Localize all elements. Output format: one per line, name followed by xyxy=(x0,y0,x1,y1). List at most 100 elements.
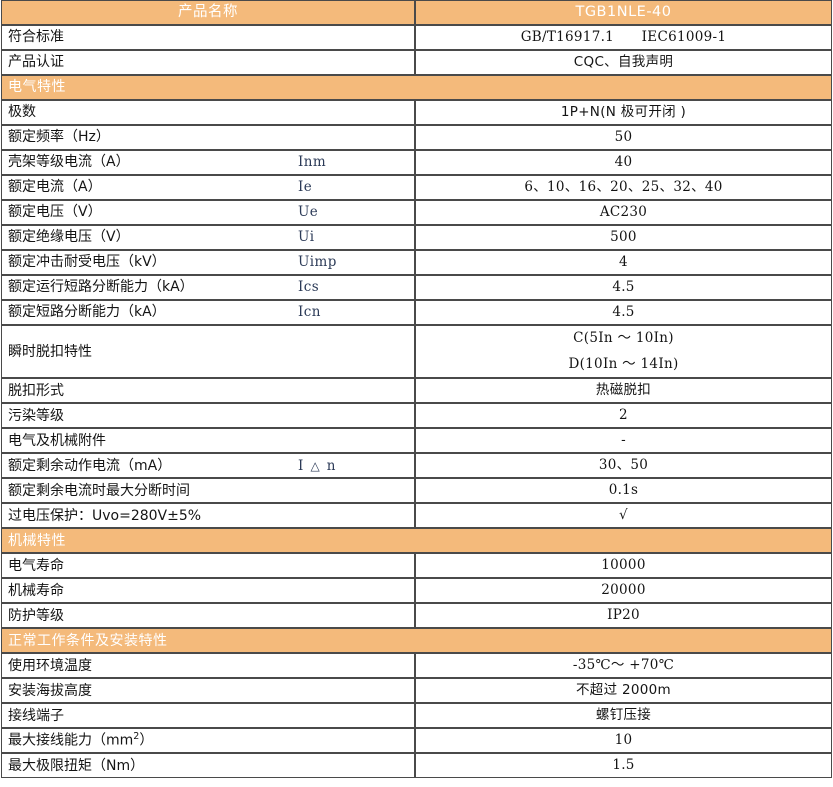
row-label-text: 额定剩余电流时最大分断时间 xyxy=(8,482,190,499)
row-value-cell: 40 xyxy=(415,150,832,175)
row-label-cell: 额定绝缘电压（V） Ui xyxy=(1,225,415,250)
row-value-multiline: C(5In ～ 10In) D(10In ～ 14In) xyxy=(422,326,825,377)
row-value-cell: 0.1s xyxy=(415,478,832,504)
row-label-cell: 使用环境温度 xyxy=(1,653,415,679)
row-label-text: 额定绝缘电压（V） xyxy=(8,229,130,246)
row-value-text: 不超过 2000m xyxy=(576,682,671,699)
table-row: 最大接线能力（mm2） 10 xyxy=(1,728,832,754)
table-row: 额定短路分断能力（kA） Icn 4.5 xyxy=(1,300,832,325)
row-label-text: 防护等级 xyxy=(8,607,64,624)
header-product-model: TGB1NLE-40 xyxy=(415,0,832,25)
row-label-cell: 最大接线能力（mm2） xyxy=(1,728,415,754)
row-label-cell: 额定剩余电流时最大分断时间 xyxy=(1,478,415,504)
row-label-cell: 极数 xyxy=(1,100,415,125)
table-row: 瞬时脱扣特性 C(5In ～ 10In) D(10In ～ 14In) xyxy=(1,325,832,379)
row-symbol-text: Ics xyxy=(298,279,320,296)
row-value-text: √ xyxy=(619,507,628,524)
row-label-cell: 电气寿命 xyxy=(1,553,415,579)
section-title: 正常工作条件及安装特性 xyxy=(1,628,832,654)
row-value-text: 30、50 xyxy=(598,457,649,474)
table-row: 过电压保护：Uvo=280V±5% √ xyxy=(1,503,832,529)
row-value-cell: -35℃～ +70℃ xyxy=(415,653,832,679)
row-value-cell: 2 xyxy=(415,403,832,429)
row-label-text: 过电压保护：Uvo=280V±5% xyxy=(8,507,202,524)
table-row: 额定频率（Hz） 50 xyxy=(1,125,832,150)
row-label-cell: 脱扣形式 xyxy=(1,378,415,404)
header-product-name-label: 产品名称 xyxy=(1,0,415,25)
table-row: 额定运行短路分断能力（kA） Ics 4.5 xyxy=(1,275,832,300)
section-title: 电气特性 xyxy=(1,75,832,100)
row-value-text: 500 xyxy=(610,228,637,245)
row-label-text: 机械寿命 xyxy=(8,582,64,599)
row-value-cell: - xyxy=(415,428,832,454)
row-value-text: 4.5 xyxy=(612,303,635,320)
row-label-cell: 防护等级 xyxy=(1,603,415,629)
row-value-cell: 4 xyxy=(415,250,832,275)
row-value-text: 2 xyxy=(619,407,628,424)
row-value-text: - xyxy=(621,432,626,449)
row-value-cell: 不超过 2000m xyxy=(415,678,832,704)
table-row: 额定绝缘电压（V） Ui 500 xyxy=(1,225,832,250)
row-label-text: 电气寿命 xyxy=(8,557,64,574)
row-value-cell: 10000 xyxy=(415,553,832,579)
row-label-cell: 产品认证 xyxy=(1,50,415,75)
row-value-cell: 30、50 xyxy=(415,453,832,479)
row-label-text: 产品认证 xyxy=(8,54,64,71)
row-value-cell: GB/T16917.1 IEC61009-1 xyxy=(415,25,832,50)
row-value-text: 4 xyxy=(619,253,628,270)
row-label-text: 额定冲击耐受电压（kV） xyxy=(8,254,166,271)
row-label-cell: 机械寿命 xyxy=(1,578,415,604)
row-symbol-text: Ui xyxy=(298,229,315,246)
row-value-cell: IP20 xyxy=(415,603,832,629)
row-label-text: 额定电流（A） xyxy=(8,179,102,196)
row-label-text: 额定频率（Hz） xyxy=(8,129,110,146)
row-label-cell: 额定运行短路分断能力（kA） Ics xyxy=(1,275,415,300)
row-label-cell: 额定冲击耐受电压（kV） Uimp xyxy=(1,250,415,275)
table-header-row: 产品名称 TGB1NLE-40 xyxy=(1,0,832,25)
row-value-cell: 6、10、16、20、25、32、40 xyxy=(415,175,832,200)
row-label-text: 壳架等级电流（A） xyxy=(8,154,130,171)
row-value-cell: 1.5 xyxy=(415,753,832,779)
row-value-text: 1P+N(N 极可开闭 ) xyxy=(560,103,687,120)
table-row: 额定电流（A） Ie 6、10、16、20、25、32、40 xyxy=(1,175,832,200)
row-value-text: GB/T16917.1 IEC61009-1 xyxy=(520,28,727,45)
table-row: 使用环境温度 -35℃～ +70℃ xyxy=(1,653,832,679)
row-label-text: 安装海拔高度 xyxy=(8,682,92,699)
row-value-cell: 热磁脱扣 xyxy=(415,378,832,404)
table-row: 额定剩余电流时最大分断时间 0.1s xyxy=(1,478,832,504)
row-value-cell: 20000 xyxy=(415,578,832,604)
table-row: 电气及机械附件 - xyxy=(1,428,832,454)
row-value-text: 50 xyxy=(614,128,633,145)
row-label-cell: 符合标准 xyxy=(1,25,415,50)
row-value-text: 4.5 xyxy=(612,278,635,295)
row-value-text: 1.5 xyxy=(612,757,635,774)
table-row: 额定电压（V） Ue AC230 xyxy=(1,200,832,225)
row-value-cell: AC230 xyxy=(415,200,832,225)
section-header-row: 机械特性 xyxy=(1,528,832,554)
row-label-cell: 过电压保护：Uvo=280V±5% xyxy=(1,503,415,529)
row-value-cell: 4.5 xyxy=(415,300,832,325)
table-row: 额定冲击耐受电压（kV） Uimp 4 xyxy=(1,250,832,275)
row-value-cell: √ xyxy=(415,503,832,529)
row-value-cell: 4.5 xyxy=(415,275,832,300)
row-label-text: 瞬时脱扣特性 xyxy=(8,343,92,360)
row-label-cell: 最大极限扭矩（Nm） xyxy=(1,753,415,779)
row-label-text: 符合标准 xyxy=(8,29,64,46)
row-label-cell: 额定短路分断能力（kA） Icn xyxy=(1,300,415,325)
row-label-text: 最大极限扭矩（Nm） xyxy=(8,757,145,774)
table-row: 脱扣形式 热磁脱扣 xyxy=(1,378,832,404)
row-value-text: -35℃～ +70℃ xyxy=(572,657,675,674)
table-row: 极数 1P+N(N 极可开闭 ) xyxy=(1,100,832,125)
row-label-cell: 额定电压（V） Ue xyxy=(1,200,415,225)
table-row: 防护等级 IP20 xyxy=(1,603,832,629)
row-symbol-text: Icn xyxy=(298,304,321,321)
table-row: 符合标准 GB/T16917.1 IEC61009-1 xyxy=(1,25,832,50)
row-label-text: 额定电压（V） xyxy=(8,204,102,221)
row-value-text: IP20 xyxy=(607,607,640,624)
row-label-text: 接线端子 xyxy=(8,707,64,724)
table-row: 产品认证 CQC、自我声明 xyxy=(1,50,832,75)
section-header-row: 正常工作条件及安装特性 xyxy=(1,628,832,654)
row-symbol-text: Ue xyxy=(298,204,319,221)
